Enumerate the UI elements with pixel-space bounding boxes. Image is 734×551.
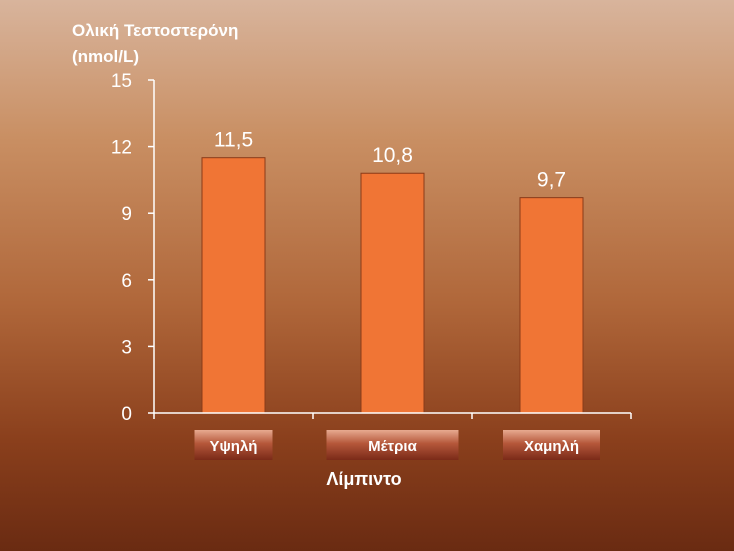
category-labels: Υψηλή Μέτρια Χαμηλή — [194, 430, 600, 460]
category-label: Υψηλή — [210, 438, 258, 455]
bar — [201, 157, 266, 414]
x-axis-title: Λίμπιντο — [326, 469, 401, 489]
bar — [519, 197, 584, 414]
category-box — [194, 430, 273, 460]
y-axis-ticks: 0 3 6 9 12 15 — [111, 71, 632, 425]
bar — [360, 172, 425, 414]
y-tick-label: 3 — [121, 337, 132, 358]
data-label: 11,5 — [214, 129, 253, 152]
category-box — [503, 430, 600, 460]
category-label: Μέτρια — [368, 438, 417, 455]
y-tick-label: 9 — [121, 204, 132, 225]
y-tick-label: 0 — [121, 404, 132, 425]
data-label: 10,8 — [372, 144, 413, 167]
bars-group: 11,5 10,8 9,7 — [201, 129, 584, 414]
y-tick-label: 12 — [111, 138, 132, 159]
data-label: 9,7 — [537, 169, 566, 192]
y-tick-label: 6 — [121, 271, 132, 292]
y-tick-label: 15 — [111, 71, 132, 92]
category-label: Χαμηλή — [524, 438, 579, 455]
y-axis-title-line-1: Ολική Τεστοστερόνη — [72, 21, 238, 40]
category-box — [326, 430, 459, 460]
y-axis-title-line-2: (nmol/L) — [72, 47, 139, 66]
